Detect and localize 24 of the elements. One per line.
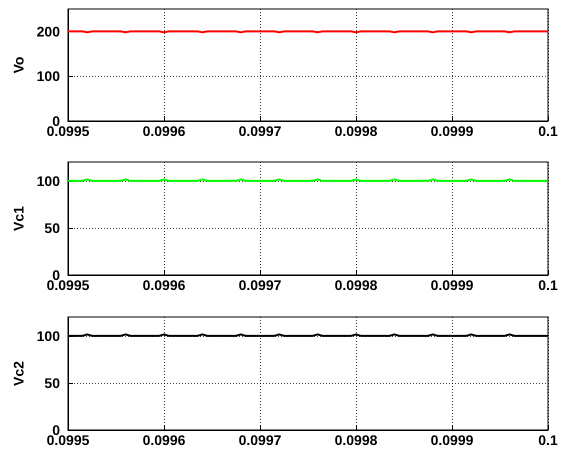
- x-tick-label: 0.1: [538, 277, 558, 293]
- x-tick-label: 0.0997: [238, 123, 282, 139]
- x-tick-label: 0.0997: [238, 277, 282, 293]
- x-tick-label: 0.0999: [430, 432, 474, 448]
- x-tick-label: 0.0998: [334, 432, 378, 448]
- y-tick-label: 100: [36, 68, 60, 84]
- y-tick-label: 100: [36, 328, 60, 344]
- x-tick-label: 0.1: [538, 432, 558, 448]
- y-axis-title: Vc2: [10, 360, 27, 386]
- x-tick-label: 0.0996: [142, 432, 186, 448]
- y-tick-label: 50: [44, 374, 60, 391]
- x-tick-label: 0.0998: [334, 123, 378, 139]
- x-tick-label: 0.0996: [142, 277, 186, 293]
- y-tick-label: 50: [44, 220, 60, 236]
- y-tick-label: 100: [36, 172, 60, 189]
- y-axis-title: Vc1: [10, 206, 27, 231]
- x-tick-label: 0.0999: [430, 123, 474, 139]
- y-axis-title: Vo: [10, 56, 27, 74]
- x-tick-label: 0.0999: [430, 277, 474, 293]
- x-tick-label: 0.1: [538, 123, 558, 139]
- x-tick-label: 0.0998: [334, 277, 378, 293]
- y-tick-label: 200: [36, 23, 60, 40]
- x-tick-label: 0.0997: [238, 432, 282, 448]
- x-tick-label: 0.0996: [142, 123, 186, 139]
